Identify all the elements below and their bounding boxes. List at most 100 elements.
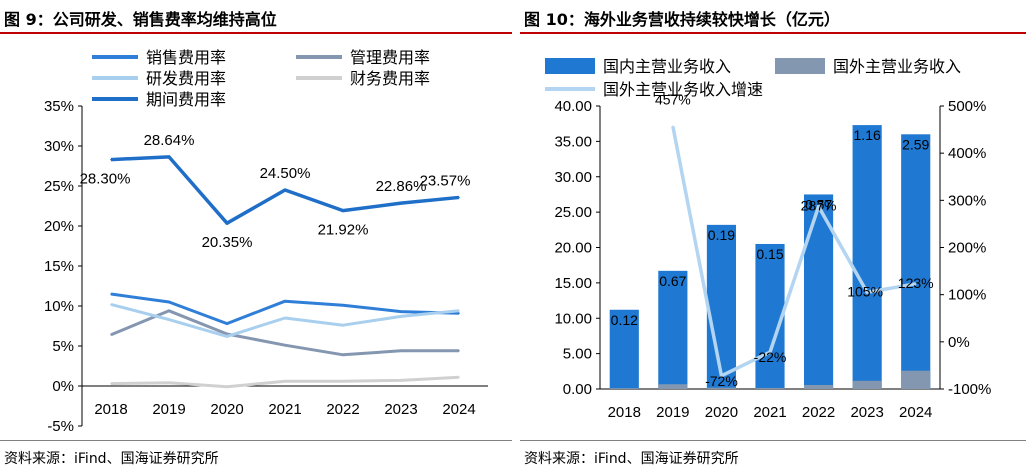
legend-label: 研发费用率 xyxy=(146,70,226,88)
growth-point xyxy=(817,205,820,208)
x-tick-label: 2020 xyxy=(705,404,738,421)
y-tick-label: 20.00 xyxy=(554,240,592,257)
data-point xyxy=(400,310,402,313)
data-point xyxy=(284,300,286,303)
y2-tick-label: 0% xyxy=(948,334,970,351)
data-point xyxy=(168,156,170,158)
x-tick-label: 2018 xyxy=(608,404,641,421)
y-tick-label: 30% xyxy=(44,138,74,155)
x-tick-label: 2018 xyxy=(94,401,127,418)
data-point xyxy=(400,350,402,352)
data-point xyxy=(110,293,112,295)
bar-overseas xyxy=(901,370,931,389)
data-point xyxy=(284,189,286,191)
data-label: 1.16 xyxy=(854,127,881,143)
bar-overseas xyxy=(755,387,785,389)
figure-9-panel: 图 9：公司研发、销售费率均维持高位 -5% 0% 5% 10% 15% 20% 25% 30… xyxy=(0,0,512,475)
y-tick-label: 20% xyxy=(44,218,74,235)
y-tick-label: 10.00 xyxy=(554,310,592,327)
x-tick-label: 2024 xyxy=(442,401,475,418)
bar-overseas xyxy=(609,388,639,389)
figure-9-title: 图 9：公司研发、销售费率均维持高位 xyxy=(4,10,277,29)
source-divider xyxy=(520,440,1026,441)
y-tick-label: -5% xyxy=(47,418,74,435)
data-point xyxy=(226,386,228,388)
data-point xyxy=(168,310,170,312)
data-point xyxy=(342,380,344,383)
legend-label: 销售费用率 xyxy=(146,49,226,67)
expense-ratio-line-chart: -5% 0% 5% 10% 15% 20% 25% 30% 35% 2018 2019 2020 202… xyxy=(44,49,488,435)
legend-label: 管理费用率 xyxy=(350,49,430,67)
data-label: 2.59 xyxy=(902,136,929,152)
legend-label: 国外主营业务收入增速 xyxy=(603,81,763,99)
y2-tick-label: 500% xyxy=(948,98,986,115)
data-label: 0.57 xyxy=(805,196,832,212)
title-divider xyxy=(520,32,1026,34)
x-tick-label: 2022 xyxy=(802,404,835,421)
y-tick-label: 35.00 xyxy=(554,133,592,150)
y-tick-label: 30.00 xyxy=(554,169,592,186)
x-tick-label: 2024 xyxy=(899,404,932,421)
data-point xyxy=(400,379,402,382)
data-label: 23.57% xyxy=(420,172,471,189)
y-tick-label: 25.00 xyxy=(554,204,592,221)
growth-label: 287% xyxy=(801,197,837,213)
data-point xyxy=(226,322,228,325)
bar-domestic xyxy=(706,224,736,389)
overseas-revenue-combo-chart: 0.00 5.00 10.00 15.00 20.00 25.00 30.00 35.00 40… xyxy=(545,58,991,421)
figure-10-title: 图 10：海外业务营收持续较快增长（亿元） xyxy=(524,10,840,29)
x-tick-label: 2023 xyxy=(850,404,883,421)
data-point xyxy=(110,303,112,306)
data-point xyxy=(458,312,460,315)
bar-domestic xyxy=(901,134,931,389)
data-point xyxy=(110,158,112,161)
data-point xyxy=(110,382,112,385)
data-point xyxy=(400,315,402,318)
growth-point xyxy=(914,283,917,285)
bar-overseas xyxy=(706,387,736,389)
legend-label: 国内主营业务收入 xyxy=(603,58,731,76)
figure-9-source: 资料来源：iFind、国海证券研究所 xyxy=(4,451,219,467)
data-point xyxy=(342,324,344,327)
data-label: 0.15 xyxy=(756,246,783,262)
data-point xyxy=(284,380,286,383)
y-tick-label: 40.00 xyxy=(554,98,592,115)
y-tick-label: 10% xyxy=(44,298,74,315)
data-point xyxy=(168,301,170,303)
legend-swatch xyxy=(545,58,595,74)
data-label: 0.19 xyxy=(708,227,735,243)
y-tick-label: 5% xyxy=(52,338,74,355)
data-point xyxy=(458,350,460,352)
data-point xyxy=(458,196,460,199)
source-divider xyxy=(0,440,512,441)
y2-tick-label: 200% xyxy=(948,240,986,257)
data-label: 21.92% xyxy=(318,222,369,239)
x-tick-label: 2022 xyxy=(326,401,359,418)
y2-tick-label: 100% xyxy=(948,287,986,304)
bar-overseas xyxy=(658,384,688,389)
bar-overseas xyxy=(804,384,834,389)
legend-swatch xyxy=(775,58,825,74)
bar-overseas xyxy=(852,380,882,389)
growth-point xyxy=(769,351,771,354)
x-tick-label: 2023 xyxy=(384,401,417,418)
bar-domestic xyxy=(755,243,785,389)
data-point xyxy=(342,209,344,212)
data-point xyxy=(168,382,170,384)
y2-tick-label: 300% xyxy=(948,192,986,209)
series-line-3 xyxy=(110,302,460,338)
y-tick-label: 25% xyxy=(44,178,74,195)
data-point xyxy=(284,317,286,319)
data-label: 28.30% xyxy=(80,171,131,188)
growth-label: 123% xyxy=(898,275,934,291)
legend-label: 期间费用率 xyxy=(146,91,226,109)
x-tick-label: 2020 xyxy=(210,401,243,418)
data-label: 22.86% xyxy=(376,178,427,195)
data-label: 20.35% xyxy=(202,234,253,251)
figure-10-panel: 图 10：海外业务营收持续较快增长（亿元） 0.00 5.00 10.00 15.00… xyxy=(520,0,1026,475)
data-point xyxy=(342,354,344,356)
growth-line xyxy=(671,125,917,378)
growth-label: 105% xyxy=(847,283,883,299)
y-tick-label: 5.00 xyxy=(563,346,592,363)
data-point xyxy=(168,318,170,321)
